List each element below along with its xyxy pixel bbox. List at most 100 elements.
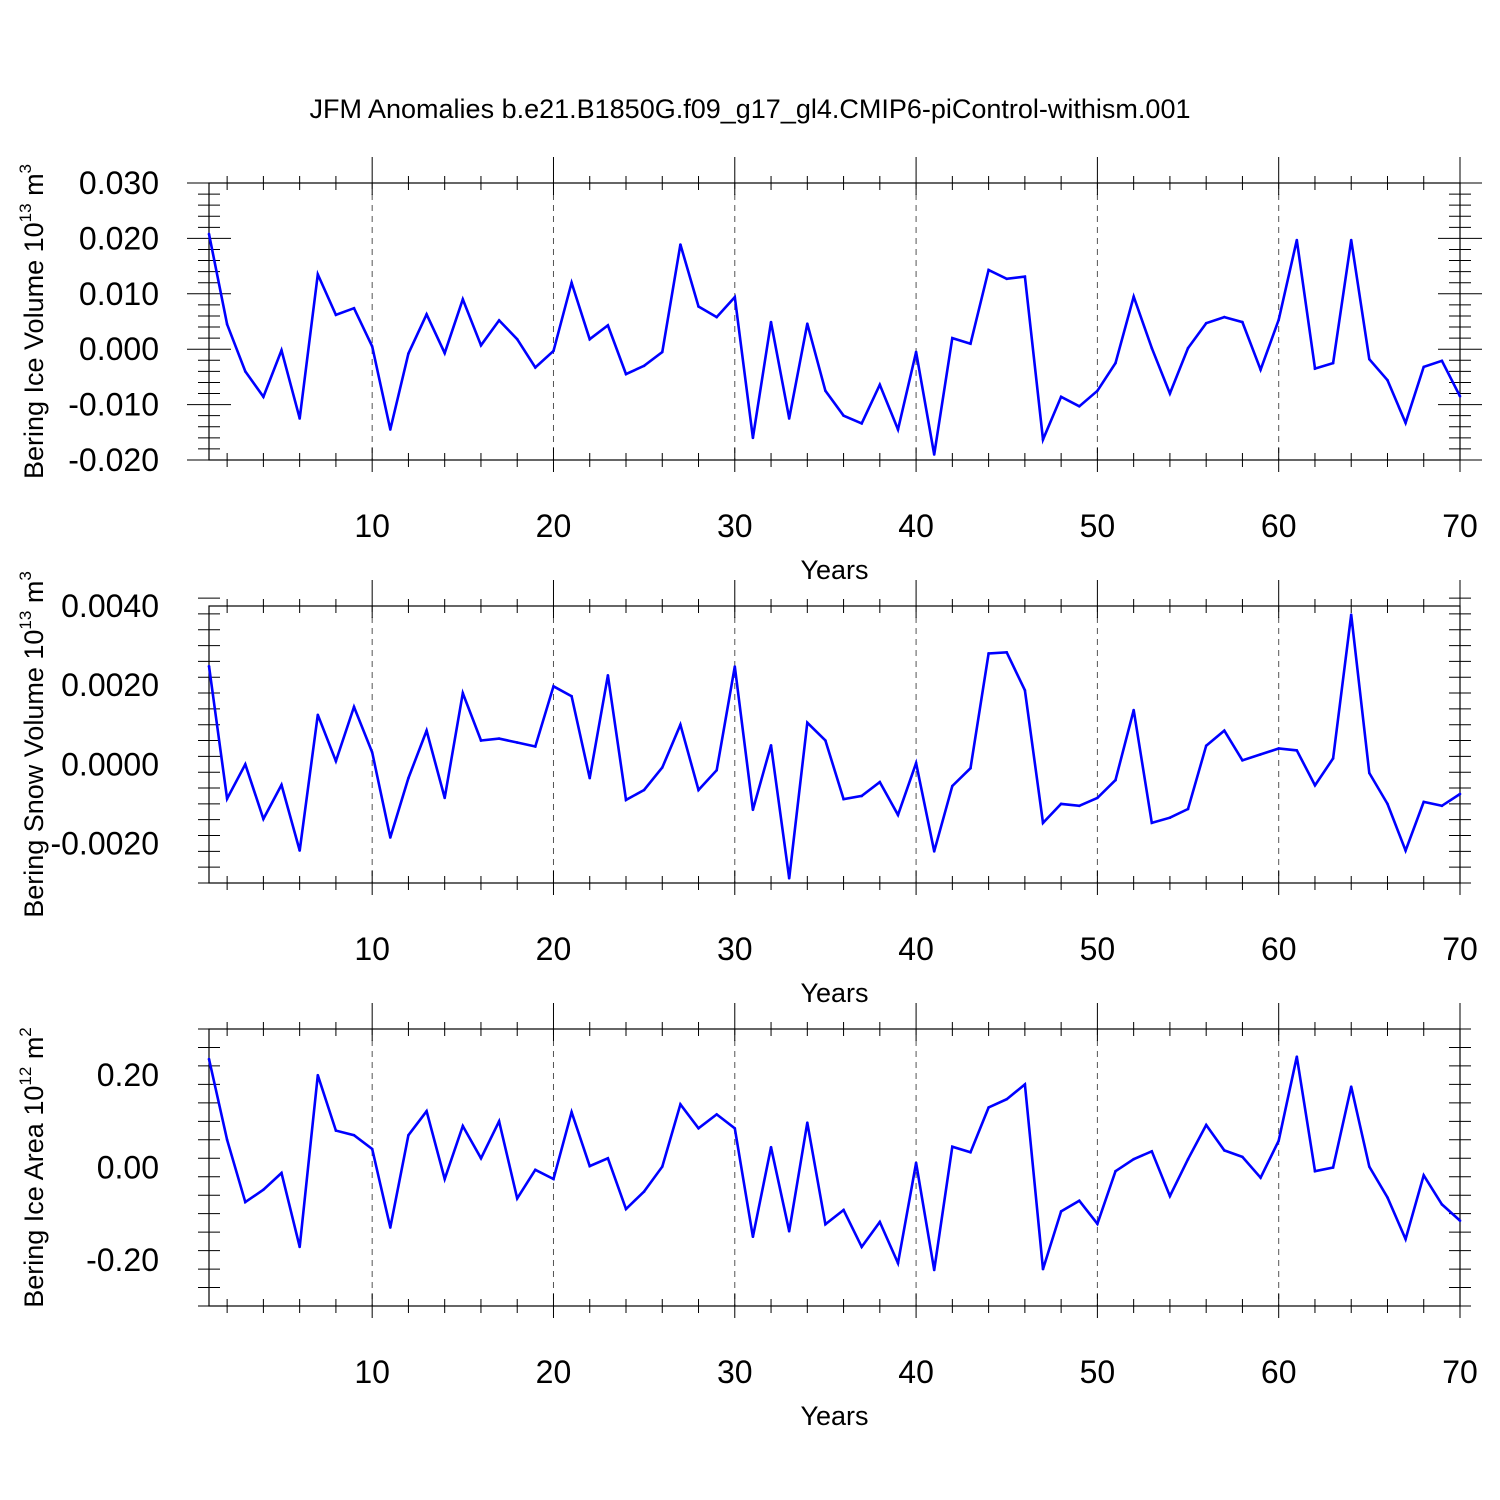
panel-3: 10 20 30 40 50 60 70 -0.20 0.00 0.20 Years Bering I…: [16, 1003, 1478, 1431]
data-point: [1077, 1199, 1081, 1203]
data-point: [479, 1156, 483, 1160]
data-point: [1259, 368, 1262, 371]
data-point: [479, 739, 483, 742]
data-point: [515, 337, 519, 341]
data-point: [1132, 1157, 1135, 1161]
data-point: [824, 739, 827, 742]
data-point: [951, 784, 954, 788]
data-point: [951, 1145, 954, 1149]
x-tick-label: 50: [1080, 1354, 1116, 1390]
data-point: [769, 743, 773, 747]
data-point: [370, 751, 374, 754]
x-tick-label: 10: [354, 931, 390, 967]
x-axis-label: Years: [800, 1401, 868, 1431]
data-point: [461, 691, 465, 695]
data-point: [1204, 321, 1208, 325]
data-point: [352, 705, 356, 709]
data-point: [352, 1133, 356, 1137]
data-point: [842, 414, 845, 417]
data-point: [1186, 1157, 1190, 1161]
data-point: [225, 1138, 229, 1142]
data-point: [751, 436, 755, 440]
data-point: [352, 306, 356, 310]
data-point: [697, 788, 700, 792]
data-point: [1168, 816, 1172, 820]
data-point: [425, 1109, 428, 1113]
x-tick-label: 20: [536, 508, 572, 544]
data-point: [443, 1177, 446, 1181]
data-point: [715, 315, 718, 319]
x-tick-label: 40: [898, 1354, 934, 1390]
data-point: [262, 817, 265, 821]
y-axis-label-unit-base: 10: [19, 630, 49, 660]
data-point: [1259, 753, 1262, 756]
data-point: [389, 836, 392, 839]
data-point: [1168, 1194, 1172, 1198]
data-point: [1422, 1174, 1426, 1177]
data-point: [1349, 1085, 1353, 1089]
data-point: [932, 453, 936, 456]
data-point: [1331, 361, 1335, 365]
data-point: [334, 759, 338, 763]
y-tick-label: -0.010: [68, 387, 159, 423]
series-line: [207, 614, 1461, 879]
data-point: [932, 850, 936, 853]
data-point: [860, 422, 863, 425]
data-point: [660, 1165, 664, 1168]
data-point: [642, 1190, 646, 1193]
data-point: [443, 796, 446, 800]
y-axis-label-unit: m: [19, 173, 49, 203]
data-point: [479, 344, 483, 347]
data-point: [1041, 438, 1045, 441]
data-point: [1059, 395, 1063, 399]
panels: 10 20 30 40 50 60 70 -0.020 -0.010 0.000 0.010 0.02…: [16, 157, 1482, 1431]
y-tick-label: 0.0000: [61, 746, 159, 782]
data-point: [1096, 389, 1099, 393]
data-point: [334, 1129, 338, 1132]
data-point: [243, 1200, 247, 1204]
data-point: [878, 383, 882, 386]
plot-frame: [208, 1028, 1461, 1307]
data-point: [370, 1147, 374, 1151]
x-tick-label: 30: [717, 508, 753, 544]
data-point: [715, 1113, 718, 1116]
x-tick-label: 60: [1261, 508, 1297, 544]
data-point: [896, 428, 900, 431]
y-axis-label: Bering Ice Area 1012 m2: [16, 1027, 49, 1308]
data-point: [860, 1245, 863, 1249]
data-point: [660, 350, 664, 354]
data-point: [787, 1229, 791, 1233]
y-tick-label: 0.020: [79, 220, 159, 256]
data-point: [1023, 688, 1027, 692]
data-point: [624, 1207, 628, 1211]
data-point: [642, 788, 646, 792]
data-point: [1150, 346, 1154, 350]
data-point: [1422, 365, 1426, 369]
data-point: [824, 389, 827, 393]
data-point: [443, 351, 446, 355]
y-tick-label: 0.030: [79, 165, 159, 201]
data-point: [1277, 318, 1280, 322]
data-point: [1223, 315, 1226, 319]
data-point: [769, 1145, 773, 1149]
data-point: [552, 349, 555, 353]
series-line: [207, 1056, 1461, 1271]
x-tick-label: 70: [1442, 508, 1478, 544]
data-point: [225, 322, 229, 326]
data-point: [262, 1188, 265, 1191]
data-point: [914, 1161, 918, 1165]
data-point: [407, 1133, 410, 1137]
y-axis-label-unit-power: 3: [16, 571, 35, 580]
data-point: [461, 298, 465, 301]
data-point: [1313, 783, 1317, 787]
y-axis-label-unit-exp: 13: [16, 611, 35, 630]
data-point: [497, 319, 501, 322]
y-tick-label: 0.000: [79, 331, 159, 367]
y-tick-label: 0.010: [79, 276, 159, 312]
data-point: [1295, 749, 1299, 752]
data-point: [334, 313, 338, 317]
data-point: [570, 694, 573, 698]
data-point: [1241, 1155, 1244, 1159]
data-point: [1059, 802, 1063, 806]
